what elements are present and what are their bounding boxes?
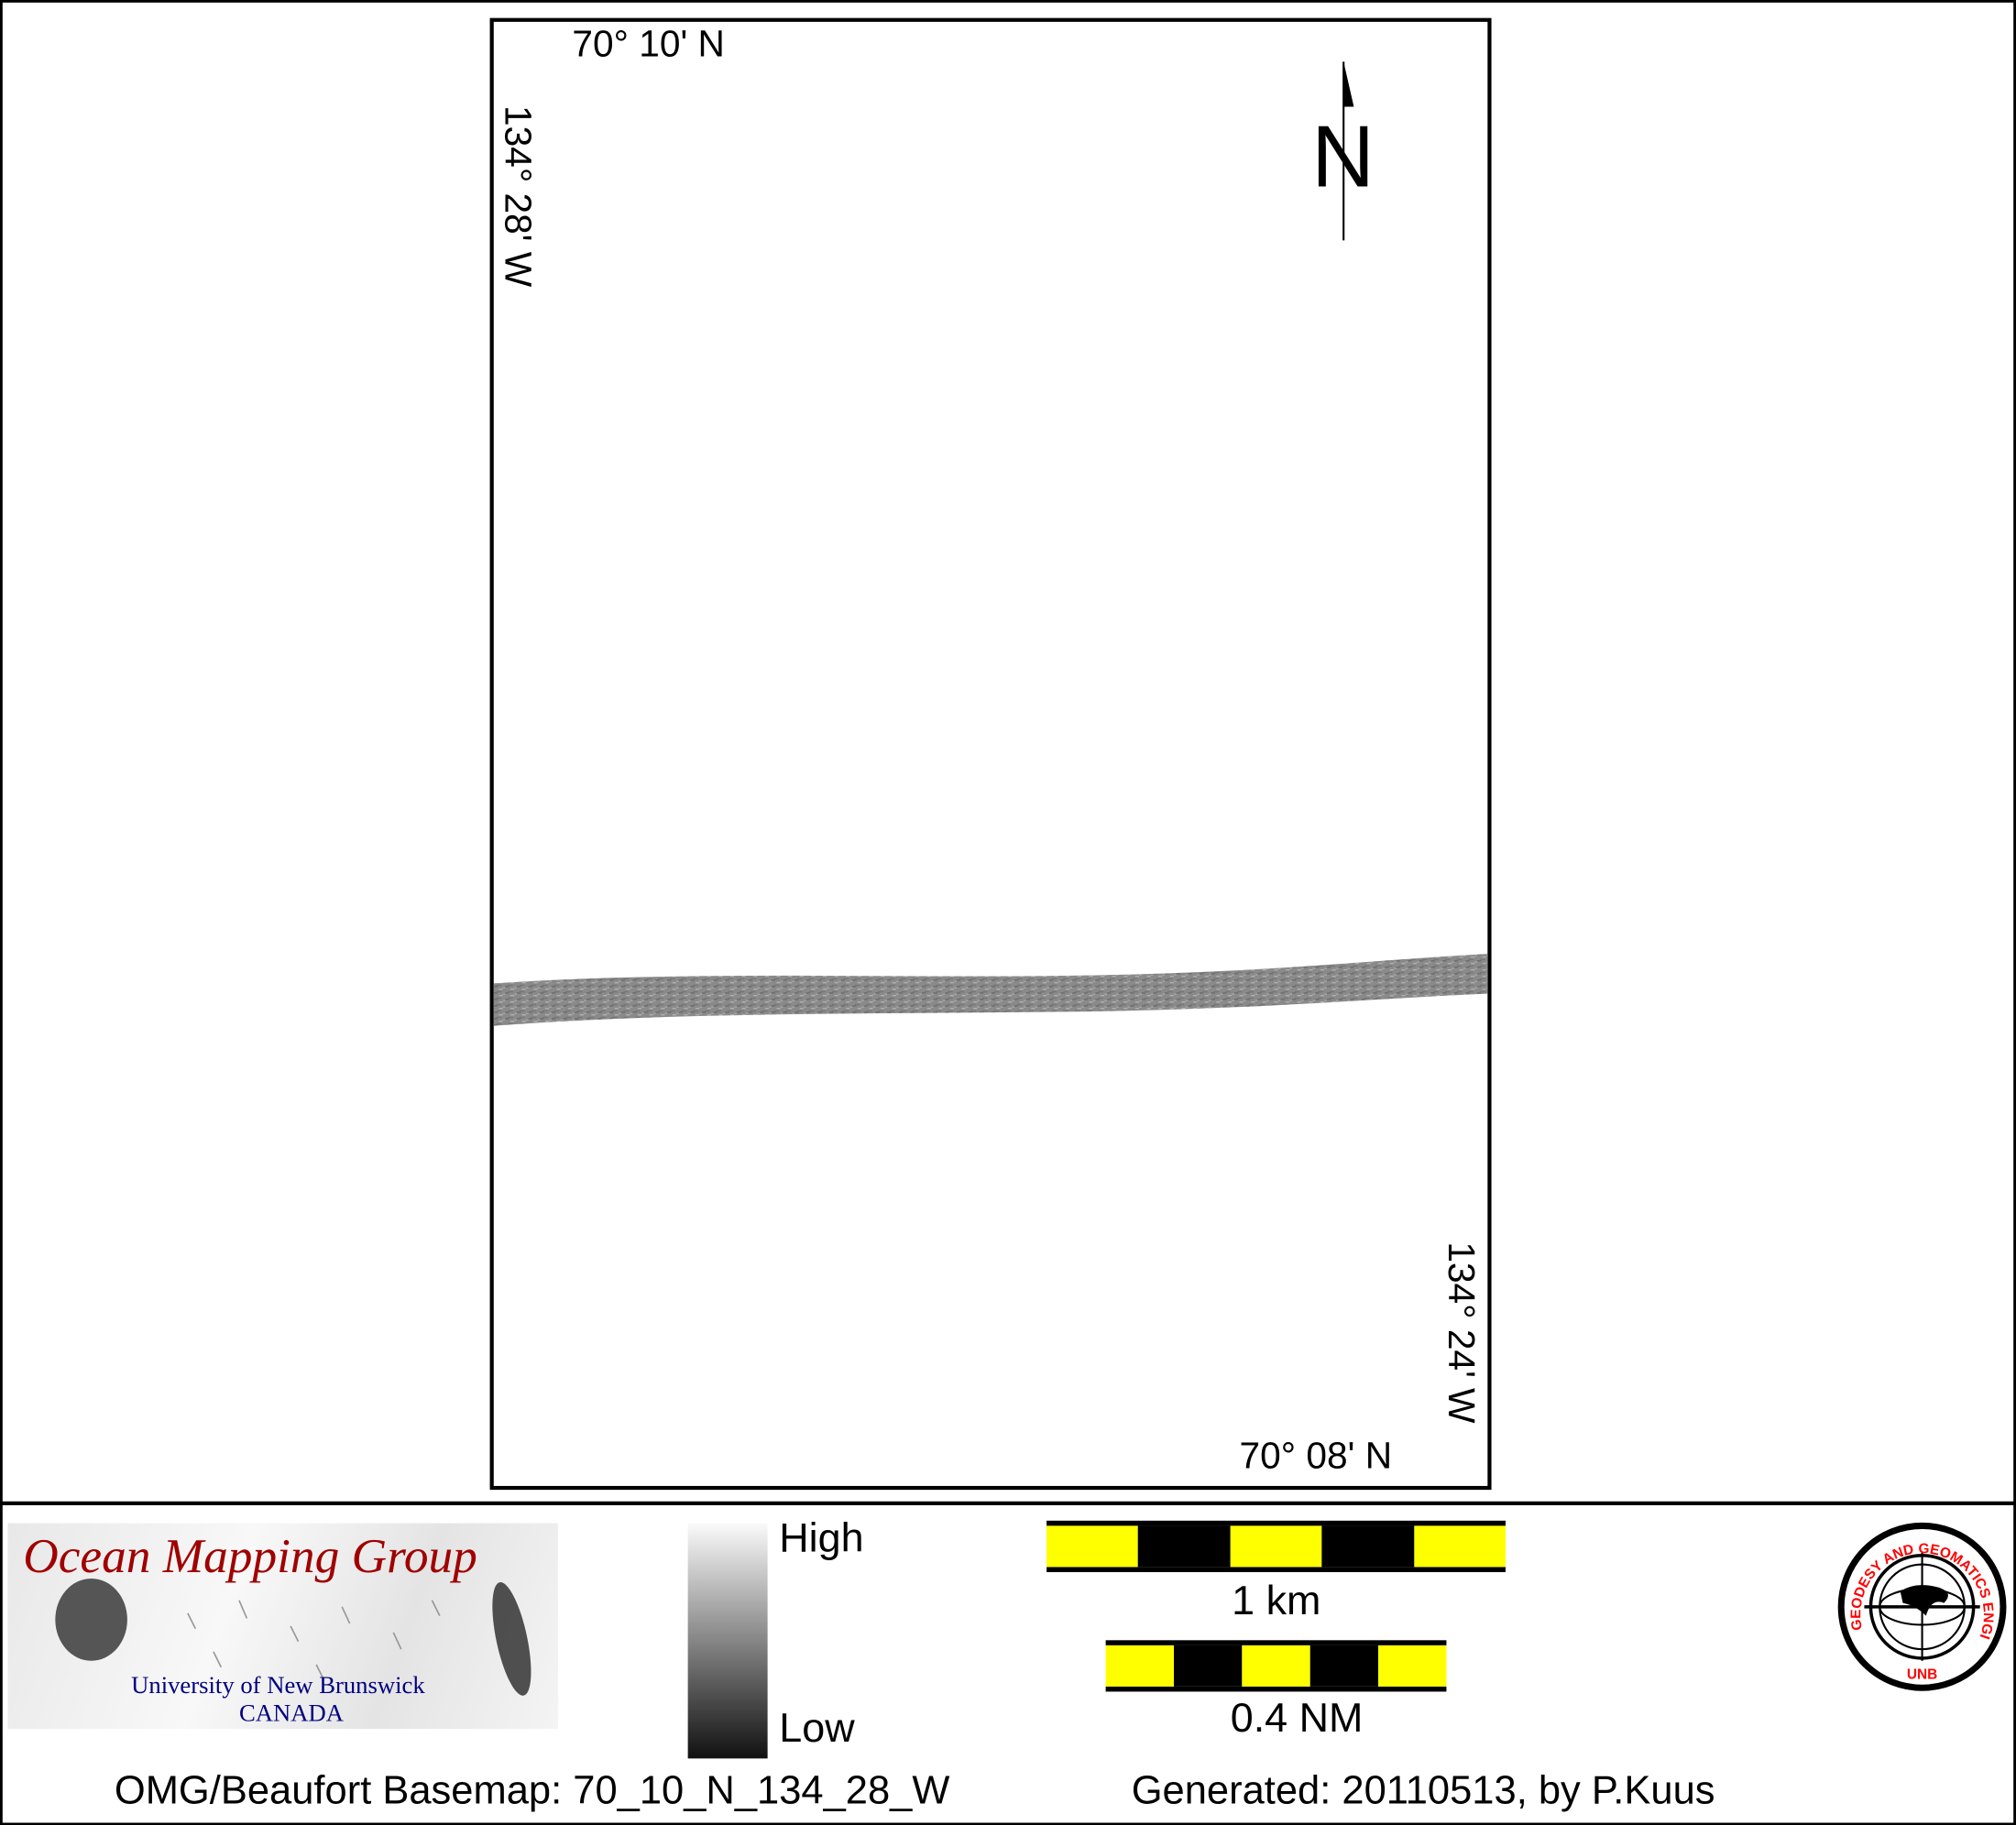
unb-seal-logo: GEODESY AND GEOMATICS ENGINEERING UNB (1836, 1521, 2007, 1691)
omg-country: CANADA (238, 1700, 345, 1728)
scalebar-km-label: 1 km (1232, 1577, 1321, 1624)
scalebar-nm (1105, 1640, 1447, 1692)
north-label: N (1311, 107, 1375, 206)
north-arrow-icon (1342, 61, 1354, 241)
footer-generated: Generated: 20110513, by P.Kuus (1131, 1767, 1715, 1813)
omg-title: Ocean Mapping Group (23, 1529, 477, 1584)
lat-label-top: 70° 10' N (572, 24, 725, 66)
colorbar-low-label: Low (779, 1704, 855, 1751)
scalebar-nm-label: 0.4 NM (1230, 1694, 1364, 1741)
svg-text:UNB: UNB (1907, 1667, 1937, 1682)
colorbar-high-label: High (779, 1514, 864, 1561)
omg-university: University of New Brunswick (131, 1672, 425, 1699)
lat-label-bottom: 70° 08' N (1239, 1436, 1393, 1478)
footer-basemap-id: OMG/Beaufort Basemap: 70_10_N_134_28_W (114, 1767, 950, 1813)
sonar-imagery-icon (55, 1578, 531, 1696)
omg-logo: Ocean Mapping Group University of New Br… (7, 1523, 558, 1730)
lon-label-left: 134° 28' W (496, 105, 538, 288)
map-frame[interactable] (489, 17, 1492, 1491)
legend-divider (0, 1501, 2016, 1505)
lon-label-right: 134° 24' W (1440, 1241, 1482, 1424)
survey-swath (493, 954, 1488, 1026)
scalebar-km (1046, 1520, 1507, 1572)
intensity-colorbar (687, 1523, 768, 1759)
